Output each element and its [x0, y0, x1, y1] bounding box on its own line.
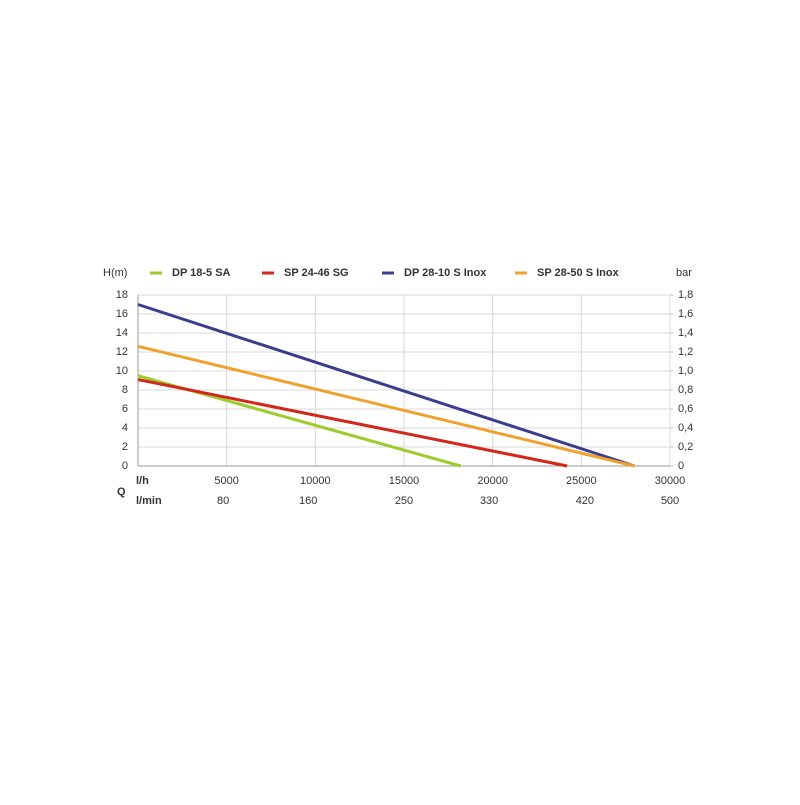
- legend-label: DP 28-10 S Inox: [404, 267, 487, 279]
- y2-tick-label: 1,4: [678, 327, 693, 339]
- x2-tick-label: 500: [661, 495, 679, 507]
- x-tick-label: 15000: [389, 475, 420, 487]
- y2-tick-label: 1,0: [678, 365, 693, 377]
- series-line: [137, 378, 568, 468]
- y-tick-label: 14: [116, 327, 128, 339]
- legend-label: SP 28-50 S Inox: [537, 267, 620, 279]
- y-tick-label: 6: [122, 403, 128, 415]
- x2-axis-label: l/min: [136, 495, 162, 507]
- y-tick-label: 0: [122, 460, 128, 472]
- x2-tick-label: 250: [395, 495, 413, 507]
- y-tick-label: 12: [116, 346, 128, 358]
- legend-label: DP 18-5 SA: [172, 267, 231, 279]
- y2-tick-label: 0: [678, 460, 684, 472]
- y2-tick-label: 0,6: [678, 403, 693, 415]
- x2-tick-label: 330: [480, 495, 498, 507]
- y-tick-label: 8: [122, 384, 128, 396]
- x-tick-label: 10000: [300, 475, 331, 487]
- y-tick-label: 18: [116, 289, 128, 301]
- y-tick-label: 16: [116, 308, 128, 320]
- series-line: [137, 303, 635, 468]
- y-tick-label: 4: [122, 422, 128, 434]
- y-tick-label: 2: [122, 441, 128, 453]
- x2-tick-label: 160: [299, 495, 317, 507]
- y2-tick-label: 1,2: [678, 346, 693, 358]
- x-tick-label: 20000: [477, 475, 508, 487]
- x-tick-label: 25000: [566, 475, 597, 487]
- y2-tick-label: 1,8: [678, 289, 693, 301]
- x-axis-label: l/h: [136, 475, 149, 487]
- x-tick-label: 5000: [214, 475, 238, 487]
- y-tick-label: 10: [116, 365, 128, 377]
- x2-tick-label: 420: [576, 495, 594, 507]
- y-axis-label: H(m): [103, 267, 127, 279]
- x2-tick-label: 80: [217, 495, 229, 507]
- y2-tick-label: 0,8: [678, 384, 693, 396]
- legend-label: SP 24-46 SG: [284, 267, 349, 279]
- y2-axis-label: bar: [676, 267, 692, 279]
- x-tick-label: 30000: [655, 475, 686, 487]
- series-line: [137, 344, 635, 468]
- y2-tick-label: 0,2: [678, 441, 693, 453]
- x-axis-title: Q: [117, 486, 126, 498]
- y2-tick-label: 1,6: [678, 308, 693, 320]
- y2-tick-label: 0,4: [678, 422, 693, 434]
